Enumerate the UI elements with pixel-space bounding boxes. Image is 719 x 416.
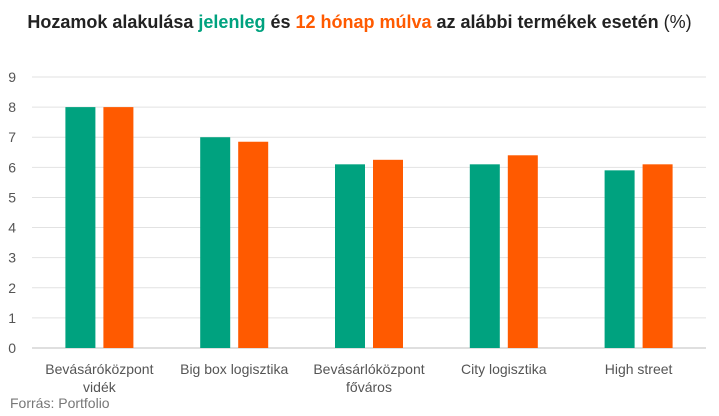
- y-tick-label: 5: [8, 189, 16, 205]
- bar-series-0-cat-4: [604, 170, 635, 348]
- chart-title: Hozamok alakulása jelenleg és 12 hónap m…: [0, 10, 719, 35]
- x-category-label: City logisztika: [461, 361, 547, 377]
- title-part-bold: Hozamok alakulása: [27, 12, 199, 32]
- source-note: Forrás: Portfolio: [10, 395, 110, 411]
- title-part-orange: 12 hónap múlva: [295, 12, 432, 32]
- bar-series-1-cat-2: [373, 159, 403, 348]
- x-category-label: vidék: [83, 379, 117, 395]
- title-part-bold: és: [265, 12, 296, 32]
- bar-series-0-cat-1: [200, 137, 231, 348]
- x-category-label: Big box logisztika: [180, 361, 288, 377]
- bar-series-0-cat-0: [65, 107, 96, 348]
- bar-series-1-cat-4: [642, 164, 673, 348]
- x-category-label: High street: [605, 361, 673, 377]
- bar-series-1-cat-1: [238, 141, 269, 348]
- y-tick-label: 9: [8, 69, 16, 85]
- x-category-label: Bevásáróközpont: [45, 361, 153, 377]
- title-part-green: jelenleg: [198, 12, 266, 32]
- y-tick-label: 7: [8, 129, 16, 145]
- x-category-label: főváros: [346, 379, 392, 395]
- y-tick-label: 0: [8, 340, 16, 356]
- title-part-normal: (%): [658, 12, 692, 32]
- y-tick-label: 3: [8, 250, 16, 266]
- bar-series-0-cat-2: [335, 164, 365, 348]
- bar-series-1-cat-0: [103, 107, 134, 348]
- bar-series-1-cat-3: [507, 155, 538, 348]
- y-tick-label: 4: [8, 220, 16, 236]
- y-tick-label: 8: [8, 99, 16, 115]
- title-part-bold: az alábbi termékek esetén: [431, 12, 659, 32]
- bar-series-0-cat-3: [469, 164, 500, 348]
- y-tick-label: 2: [8, 280, 16, 296]
- y-tick-label: 1: [8, 310, 16, 326]
- y-tick-label: 6: [8, 159, 16, 175]
- x-category-label: Bevásárlóközpont: [313, 361, 424, 377]
